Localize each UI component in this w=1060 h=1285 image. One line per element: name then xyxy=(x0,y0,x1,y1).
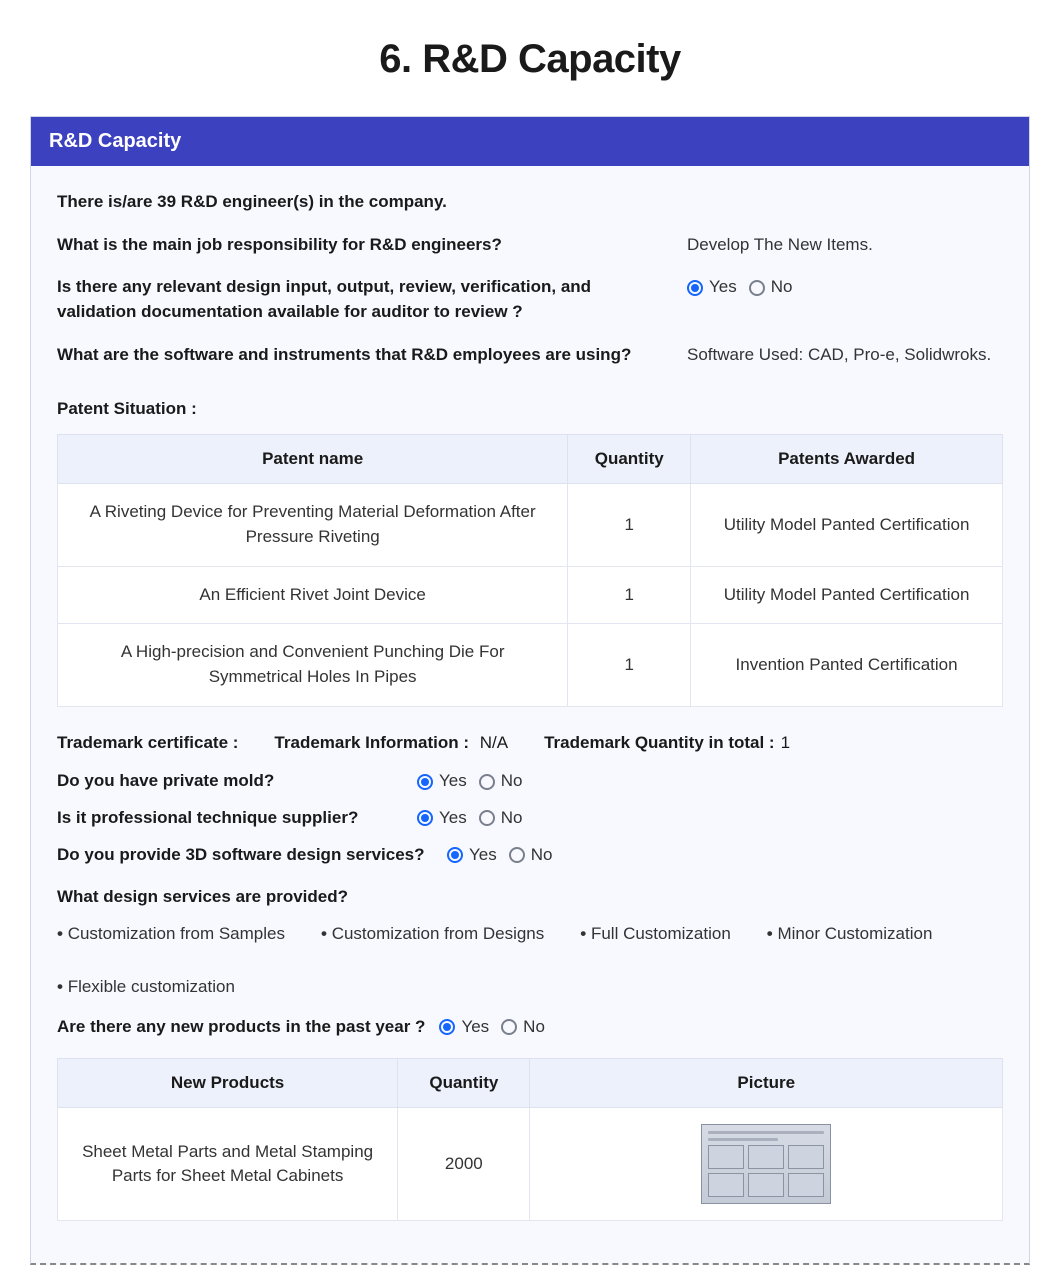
td-patent-name: An Efficient Rivet Joint Device xyxy=(58,566,568,624)
engineers-statement: There is/are 39 R&D engineer(s) in the c… xyxy=(57,190,1003,215)
radio-no-label: No xyxy=(523,1015,545,1040)
radio-no[interactable]: No xyxy=(479,806,523,831)
radio-yes[interactable]: Yes xyxy=(417,806,467,831)
q-main-job: What is the main job responsibility for … xyxy=(57,233,647,258)
td-quantity: 1 xyxy=(568,484,691,566)
q-private-mold: Do you have private mold? xyxy=(57,769,397,794)
3d-services-radio-group: Yes No xyxy=(447,843,552,868)
q-3d-services: Do you provide 3D software design servic… xyxy=(57,843,427,868)
list-item: Flexible customization xyxy=(57,975,235,1000)
radio-no-label: No xyxy=(531,843,553,868)
radio-circle-icon xyxy=(509,847,525,863)
rd-capacity-card: R&D Capacity There is/are 39 R&D enginee… xyxy=(30,116,1030,1265)
list-item: Customization from Samples xyxy=(57,922,285,947)
new-products-table: New Products Quantity Picture Sheet Meta… xyxy=(57,1058,1003,1222)
page-title: 6. R&D Capacity xyxy=(30,30,1030,88)
q-documentation: Is there any relevant design input, outp… xyxy=(57,275,647,324)
radio-yes[interactable]: Yes xyxy=(417,769,467,794)
trademark-info-label: Trademark Information : xyxy=(274,733,469,752)
radio-yes[interactable]: Yes xyxy=(447,843,497,868)
radio-no[interactable]: No xyxy=(501,1015,545,1040)
radio-yes-label: Yes xyxy=(709,275,737,300)
radio-circle-icon xyxy=(479,774,495,790)
td-quantity: 2000 xyxy=(398,1108,530,1221)
td-picture xyxy=(530,1108,1003,1221)
radio-circle-icon xyxy=(479,810,495,826)
radio-circle-icon xyxy=(417,810,433,826)
radio-circle-icon xyxy=(447,847,463,863)
radio-yes-label: Yes xyxy=(439,806,467,831)
q-design-services: What design services are provided? xyxy=(57,885,1003,910)
radio-yes-label: Yes xyxy=(469,843,497,868)
card-header: R&D Capacity xyxy=(31,117,1029,166)
trademark-total-value: 1 xyxy=(781,733,790,752)
td-awarded: Utility Model Panted Certification xyxy=(691,566,1003,624)
patent-table: Patent name Quantity Patents Awarded A R… xyxy=(57,434,1003,707)
table-row: An Efficient Rivet Joint Device 1 Utilit… xyxy=(58,566,1003,624)
radio-yes[interactable]: Yes xyxy=(439,1015,489,1040)
radio-yes-label: Yes xyxy=(439,769,467,794)
td-patent-name: A Riveting Device for Preventing Materia… xyxy=(58,484,568,566)
radio-circle-icon xyxy=(439,1019,455,1035)
radio-no-label: No xyxy=(501,806,523,831)
q-software: What are the software and instruments th… xyxy=(57,343,647,368)
card-body: There is/are 39 R&D engineer(s) in the c… xyxy=(31,166,1029,1263)
trademark-cert-label: Trademark certificate : xyxy=(57,733,238,752)
private-mold-radio-group: Yes No xyxy=(417,769,522,794)
radio-no-label: No xyxy=(771,275,793,300)
list-item: Customization from Designs xyxy=(321,922,544,947)
td-awarded: Invention Panted Certification xyxy=(691,624,1003,706)
a-software: Software Used: CAD, Pro-e, Solidwroks. xyxy=(687,343,1003,368)
th-quantity: Quantity xyxy=(398,1058,530,1108)
q-professional-supplier: Is it professional technique supplier? xyxy=(57,806,397,831)
patent-situation-label: Patent Situation : xyxy=(57,397,1003,422)
th-picture: Picture xyxy=(530,1058,1003,1108)
design-services-list: Customization from Samples Customization… xyxy=(57,922,1003,999)
trademark-info-value: N/A xyxy=(480,733,508,752)
td-quantity: 1 xyxy=(568,624,691,706)
th-quantity: Quantity xyxy=(568,434,691,484)
radio-no[interactable]: No xyxy=(749,275,793,300)
radio-circle-icon xyxy=(749,280,765,296)
td-patent-name: A High-precision and Convenient Punching… xyxy=(58,624,568,706)
pro-supplier-radio-group: Yes No xyxy=(417,806,522,831)
trademark-total-label: Trademark Quantity in total : xyxy=(544,733,775,752)
list-item: Minor Customization xyxy=(767,922,933,947)
list-item: Full Customization xyxy=(580,922,731,947)
trademark-line: Trademark certificate : Trademark Inform… xyxy=(57,731,1003,756)
radio-no[interactable]: No xyxy=(479,769,523,794)
th-awarded: Patents Awarded xyxy=(691,434,1003,484)
table-row: A High-precision and Convenient Punching… xyxy=(58,624,1003,706)
new-products-radio-group: Yes No xyxy=(439,1015,544,1040)
td-quantity: 1 xyxy=(568,566,691,624)
product-thumbnail xyxy=(701,1124,831,1204)
radio-no[interactable]: No xyxy=(509,843,553,868)
documentation-radio-group: Yes No xyxy=(687,275,1003,300)
td-product-name: Sheet Metal Parts and Metal Stamping Par… xyxy=(58,1108,398,1221)
table-row: Sheet Metal Parts and Metal Stamping Par… xyxy=(58,1108,1003,1221)
table-row: A Riveting Device for Preventing Materia… xyxy=(58,484,1003,566)
radio-circle-icon xyxy=(501,1019,517,1035)
td-awarded: Utility Model Panted Certification xyxy=(691,484,1003,566)
th-patent-name: Patent name xyxy=(58,434,568,484)
a-main-job: Develop The New Items. xyxy=(687,233,1003,258)
radio-circle-icon xyxy=(687,280,703,296)
radio-yes-label: Yes xyxy=(461,1015,489,1040)
radio-circle-icon xyxy=(417,774,433,790)
radio-no-label: No xyxy=(501,769,523,794)
radio-yes[interactable]: Yes xyxy=(687,275,737,300)
q-new-products: Are there any new products in the past y… xyxy=(57,1015,425,1040)
th-new-products: New Products xyxy=(58,1058,398,1108)
